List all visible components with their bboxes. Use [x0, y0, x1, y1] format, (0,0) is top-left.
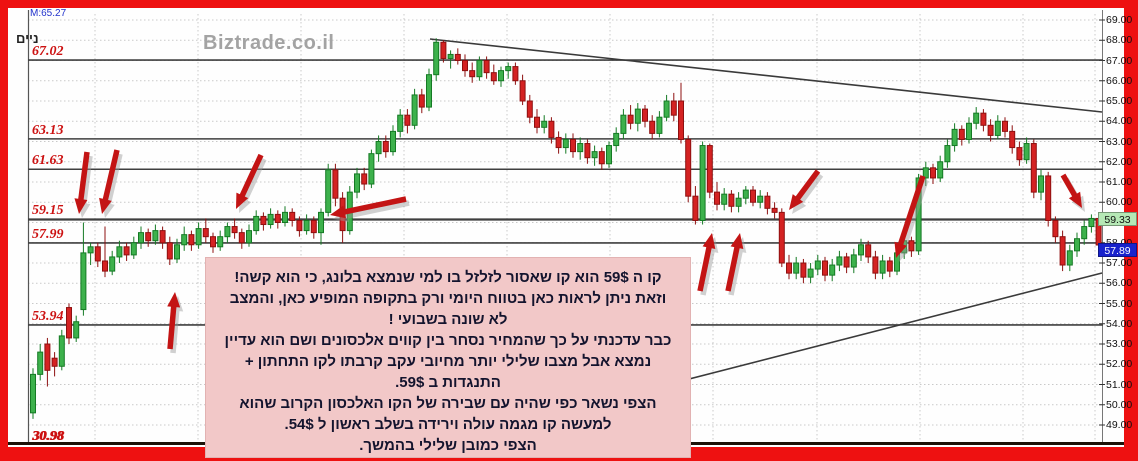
axis-tick-label: 51.00	[1106, 378, 1133, 391]
frame-top-border	[0, 0, 1138, 8]
current-price-tag: 59.33	[1098, 212, 1137, 226]
axis-tick-label: 62.00	[1106, 155, 1133, 168]
annotation-line: וזאת ניתן לראות כאן בטווח היומי ורק בתקו…	[229, 290, 667, 307]
watermark: Biztrade.co.il	[203, 32, 335, 54]
level-price-label: 61.63	[32, 153, 64, 169]
annotation-line: הצפי נשאר כפי שהיה עם שבירה של הקו האלכס…	[239, 395, 657, 412]
axis-tick-label: 50.00	[1106, 398, 1133, 411]
level-price-label: 30.98	[32, 429, 64, 444]
axis-tick-label: 65.00	[1106, 95, 1133, 107]
axis-tick-label: 67.00	[1106, 54, 1133, 67]
axis-tick-label: 64.00	[1106, 115, 1133, 128]
axis-tick-label: 63.00	[1106, 135, 1133, 148]
analyst-annotation-box: קו ה 59$ הוא קו שאסור לזלזל בו למי שנמצא…	[205, 257, 691, 458]
axis-tick-label: 56.00	[1106, 277, 1133, 290]
level-price-label: 59.15	[32, 203, 64, 219]
axis-tick-label: 61.00	[1106, 176, 1133, 188]
annotation-line: הצפי כמובן שלילי בהמשך.	[359, 437, 537, 454]
annotation-line: למעשה קו מגמה עולה וירידה בשלב ראשון ל 5…	[284, 416, 612, 433]
axis-tick-label: 52.00	[1106, 358, 1133, 371]
instrument-label: ניים	[16, 31, 39, 46]
level-price-label: 57.99	[32, 226, 64, 242]
axis-tick-label: 68.00	[1106, 34, 1133, 47]
axis-tick-label: 49.00	[1106, 419, 1133, 431]
axis-tick-label: 69.00	[1106, 14, 1133, 26]
level-price-label: 53.94	[32, 308, 64, 324]
axis-tick-label: 60.00	[1106, 196, 1133, 209]
annotation-line: כבר עדכנתי על כך שהמחיר נסחר בין קווים א…	[224, 332, 672, 349]
axis-tick-label: 53.00	[1106, 338, 1133, 350]
annotation-line: התנגדות ב 59$.	[395, 374, 501, 391]
annotation-line: קו ה 59$ הוא קו שאסור לזלזל בו למי שנמצא…	[234, 269, 662, 286]
axis-tick-label: 55.00	[1106, 297, 1133, 310]
frame-left-border	[0, 0, 8, 461]
level-price-label: 67.02	[32, 44, 64, 60]
current-price-tag: 57.89	[1098, 243, 1137, 257]
annotation-line: נמצא אבל מצבו שלילי יותר מחיובי עקב קרבת…	[244, 353, 652, 370]
axis-tick-label: 54.00	[1106, 317, 1133, 330]
moving-average-value: M:65.27	[30, 8, 67, 19]
axis-tick-label: 66.00	[1106, 74, 1133, 87]
axis-tick-label: 57.00	[1106, 257, 1133, 269]
annotation-line: לא שונה בשבועי !	[388, 311, 508, 328]
frame-right-border	[1124, 0, 1138, 461]
level-price-label: 63.13	[32, 122, 64, 138]
